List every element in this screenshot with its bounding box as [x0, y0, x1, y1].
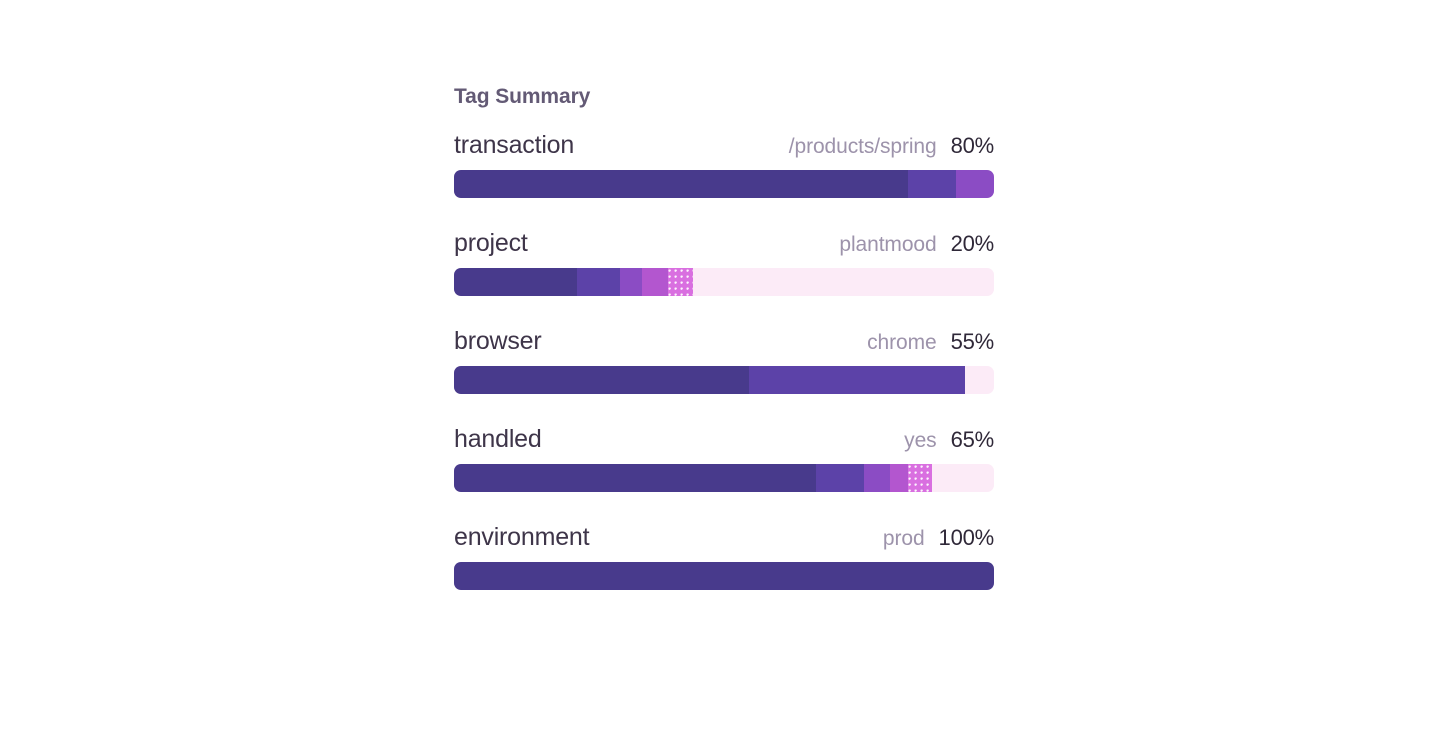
bar-segment[interactable]: [454, 366, 749, 395]
tag-row-header: environment prod 100%: [454, 525, 994, 550]
list-item[interactable]: handled yes 65%: [454, 427, 994, 493]
tag-distribution-bar[interactable]: [454, 562, 994, 591]
bar-segment[interactable]: [863, 464, 890, 493]
tag-row-metrics: plantmood 20%: [839, 231, 995, 257]
tag-row-header: browser chrome 55%: [454, 329, 994, 354]
bar-segment[interactable]: [815, 464, 864, 493]
bar-segment[interactable]: [454, 170, 908, 199]
tag-row-header: handled yes 65%: [454, 427, 994, 452]
bar-segment[interactable]: [907, 464, 932, 493]
bar-segment[interactable]: [748, 366, 965, 395]
tag-key-label: project: [454, 229, 528, 258]
tag-summary-list: transaction/products/spring 80% project pla…: [454, 133, 994, 591]
tag-row-header: project plantmood 20%: [454, 231, 994, 256]
tag-top-value-label: chrome: [867, 331, 937, 355]
tag-key-label: environment: [454, 523, 590, 552]
tag-distribution-bar[interactable]: [454, 366, 994, 395]
bar-segment[interactable]: [889, 464, 908, 493]
tag-top-value-label: /products/spring: [788, 135, 937, 159]
tag-summary-panel: Tag Summary transaction/products/spring 8…: [454, 84, 994, 591]
tag-distribution-bar[interactable]: [454, 170, 994, 199]
bar-segment[interactable]: [907, 170, 956, 199]
tag-percent-label: 65%: [950, 427, 995, 453]
tag-row-metrics: chrome 55%: [867, 329, 995, 355]
list-item[interactable]: browser chrome 55%: [454, 329, 994, 395]
list-item[interactable]: transaction/products/spring 80%: [454, 133, 994, 199]
bar-segment[interactable]: [667, 268, 693, 297]
bar-segment[interactable]: [454, 464, 816, 493]
tag-distribution-bar[interactable]: [454, 464, 994, 493]
tag-key-label: handled: [454, 425, 542, 454]
bar-segment[interactable]: [620, 268, 642, 297]
list-item[interactable]: project plantmood 20%: [454, 231, 994, 297]
tag-percent-label: 20%: [950, 231, 995, 257]
tag-percent-label: 55%: [950, 329, 995, 355]
tag-distribution-bar[interactable]: [454, 268, 994, 297]
tag-top-value-label: yes: [904, 429, 937, 453]
tag-top-value-label: prod: [882, 527, 925, 551]
tag-row-metrics: yes 65%: [904, 427, 995, 453]
list-item[interactable]: environment prod 100%: [454, 525, 994, 591]
bar-segment[interactable]: [955, 170, 994, 199]
bar-segment[interactable]: [577, 268, 621, 297]
tag-row-header: transaction/products/spring 80%: [454, 133, 994, 158]
bar-segment[interactable]: [454, 268, 578, 297]
bar-segment[interactable]: [454, 562, 994, 591]
tag-key-label: browser: [454, 327, 542, 356]
tag-row-metrics: /products/spring 80%: [788, 133, 995, 159]
tag-percent-label: 80%: [950, 133, 995, 159]
bar-segment[interactable]: [641, 268, 668, 297]
tag-top-value-label: plantmood: [839, 233, 937, 257]
tag-row-metrics: prod 100%: [882, 525, 995, 551]
tag-key-label: transaction: [454, 131, 575, 160]
tag-percent-label: 100%: [938, 525, 995, 551]
page-title: Tag Summary: [454, 85, 591, 108]
